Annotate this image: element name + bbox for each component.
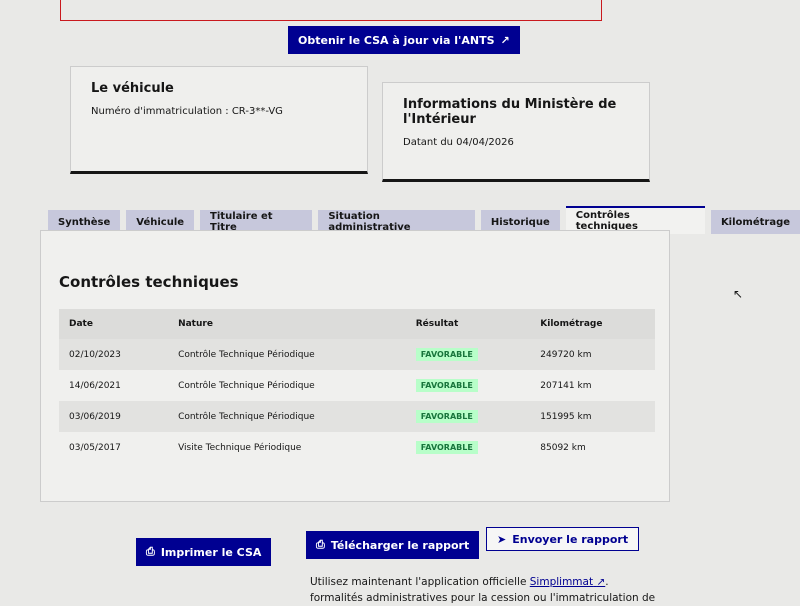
- link-label: Simplimmat: [529, 576, 594, 588]
- send-report-button[interactable]: ➤ Envoyer le rapport: [486, 527, 640, 551]
- cell-nature: Contrôle Technique Périodique: [168, 401, 406, 432]
- ministry-card: Informations du Ministère de l'Intérieur…: [382, 82, 650, 182]
- cell-date: 14/06/2021: [69, 380, 121, 391]
- plate-number: Numéro d'immatriculation : CR-3**-VG: [91, 106, 283, 117]
- inspections-table: Date Nature Résultat Kilométrage 02/10/2023…: [59, 309, 655, 463]
- cell-km: 151995 km: [530, 401, 655, 432]
- button-label: Télécharger le rapport: [330, 538, 470, 552]
- status-badge: FAVORABLE: [415, 409, 478, 423]
- printer-icon: ⎙: [316, 538, 325, 551]
- cell-date: 02/10/2023: [59, 339, 169, 370]
- simplimmat-link[interactable]: Simplimmat ↗: [530, 576, 605, 588]
- table-row: 14/06/2021 Contrôle Technique Périodique F…: [59, 370, 655, 401]
- col-result: Résultat: [405, 309, 531, 339]
- tab-panel: Contrôles techniques Date Nature Résultat K…: [40, 230, 670, 502]
- col-date: Date: [59, 309, 169, 339]
- table-row: 03/05/2017 Visite Technique Périodique FAV…: [59, 432, 655, 463]
- print-csa-button[interactable]: ⎙ Imprimer le CSA: [136, 538, 272, 566]
- tab-controles-techniques[interactable]: Contrôles techniques: [565, 206, 705, 234]
- status-badge: FAVORABLE: [415, 347, 478, 361]
- mouse-cursor-icon: ↖: [733, 287, 744, 301]
- download-report-button[interactable]: ⎙ Télécharger le rapport: [306, 531, 480, 559]
- update-csa-ants-button[interactable]: Obtenir le CSA à jour via l'ANTS ↗: [288, 26, 520, 54]
- cell-date: 03/05/2017: [69, 442, 121, 453]
- vehicle-card: Le véhicule Numéro d'immatriculation : C…: [70, 66, 368, 174]
- tab-kilometrage[interactable]: Kilométrage: [710, 210, 800, 234]
- cell-km: 207141 km: [540, 380, 592, 391]
- external-link-icon: ↗: [500, 33, 510, 47]
- button-label: Obtenir le CSA à jour via l'ANTS: [298, 33, 495, 47]
- cell-nature: Visite Technique Périodique: [178, 442, 302, 453]
- cell-km: 85092 km: [540, 442, 586, 453]
- external-link-icon: ↗: [596, 576, 606, 588]
- status-badge: FAVORABLE: [415, 378, 478, 392]
- col-km: Kilométrage: [530, 309, 655, 339]
- previous-section-box: [60, 0, 602, 21]
- data-date: Datant du 04/04/2026: [403, 137, 514, 148]
- send-arrow-icon: ➤: [497, 532, 507, 546]
- promo-text-2: formalités administratives pour la cessi…: [310, 592, 656, 604]
- ministry-card-title: Informations du Ministère de l'Intérieur: [403, 97, 617, 127]
- vehicle-card-title: Le véhicule: [91, 81, 174, 96]
- status-badge: FAVORABLE: [415, 440, 478, 454]
- button-label: Imprimer le CSA: [160, 545, 262, 559]
- table-row: 02/10/2023 Contrôle Technique Périodique F…: [59, 339, 655, 370]
- promo-text: Utilisez maintenant l'application offici…: [310, 576, 530, 588]
- simplimmat-promo: Utilisez maintenant l'application offici…: [310, 574, 670, 606]
- button-label: Envoyer le rapport: [512, 532, 629, 546]
- cell-date: 03/06/2019: [59, 401, 169, 432]
- cell-nature: Contrôle Technique Périodique: [178, 380, 315, 391]
- col-nature: Nature: [168, 309, 406, 339]
- printer-icon: ⎙: [146, 545, 155, 558]
- cell-km: 249720 km: [530, 339, 655, 370]
- table-row: 03/06/2019 Contrôle Technique Périodique F…: [59, 401, 655, 432]
- cell-nature: Contrôle Technique Périodique: [168, 339, 406, 370]
- promo-punct: .: [605, 576, 609, 588]
- section-title: Contrôles techniques: [59, 273, 239, 291]
